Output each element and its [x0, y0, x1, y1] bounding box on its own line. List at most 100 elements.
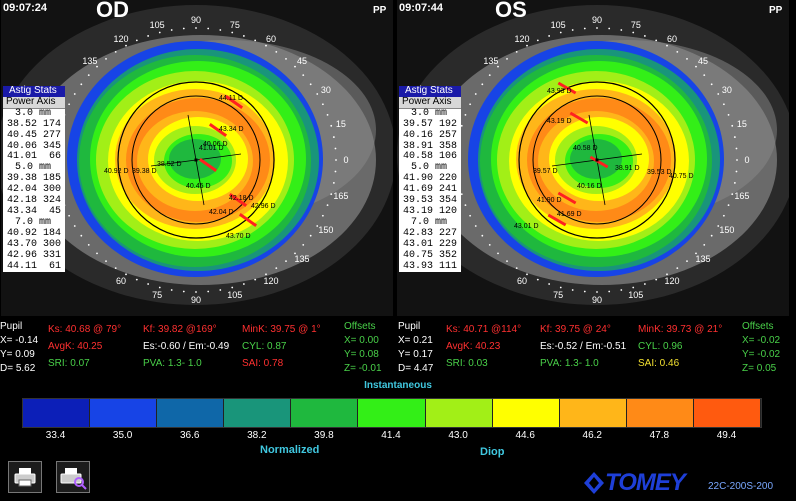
od-pupil-x: X= -0.14 — [0, 335, 39, 346]
os-avgk: AvgK: 40.23 — [446, 341, 501, 352]
scale-label: 47.8 — [649, 430, 670, 441]
astig-axis-mark — [547, 213, 567, 227]
scale-label: 36.6 — [179, 430, 200, 441]
scale-normalized: Normalized — [260, 444, 320, 456]
angle-label: 90 — [191, 295, 201, 305]
map-value-label: 40.45 D — [186, 183, 211, 190]
scale-label: 44.6 — [515, 430, 535, 441]
angle-label: 0 — [343, 155, 348, 165]
brand-name: TOMEY — [605, 469, 686, 496]
print-icon — [14, 468, 36, 487]
right-stats-zone-0: 3.0 mm — [410, 107, 447, 119]
os-sri: SRI: 0.03 — [446, 358, 488, 369]
os-panel: 90 105 120 135 75 60 45 30 15 0 165 150 135 120 105 90 7… — [397, 0, 789, 316]
scale-label: 46.2 — [582, 430, 602, 441]
left-stats-row: 41.01 66 — [6, 151, 61, 163]
right-stats-row: 38.91 358 — [402, 140, 457, 152]
left-stats-row: 40.45 277 — [6, 129, 61, 141]
astig-axis-mark — [569, 111, 589, 125]
os-eye-label: OS — [495, 0, 527, 22]
astig-axis-mark — [557, 191, 577, 205]
os-pupil-y: Y= 0.17 — [398, 349, 433, 360]
map-value-label: 38.52 D — [157, 161, 182, 168]
os-topography-map[interactable]: 9010512013575604530150165150135120105907… — [397, 0, 789, 316]
map-value-label: 40.75 D — [669, 173, 694, 180]
angle-label: 150 — [318, 225, 333, 235]
od-offset-z: Z= -0.01 — [344, 363, 382, 374]
od-offset-y: Y= 0.08 — [344, 349, 379, 360]
map-value-label: 44.11 D — [219, 95, 243, 102]
od-avgk: AvgK: 40.25 — [48, 341, 103, 352]
map-value-label: 43.93 D — [547, 88, 572, 95]
print-button[interactable] — [8, 461, 42, 493]
angle-label: 165 — [333, 191, 348, 201]
angle-label: 30 — [722, 85, 732, 95]
map-value-label: 39.38 D — [132, 168, 157, 175]
angle-label: 135 — [295, 254, 310, 264]
scale-swatch — [559, 399, 627, 427]
os-astig-stats-header: Astig Stats — [399, 85, 461, 97]
right-stats-row: 43.19 120 — [402, 205, 457, 217]
right-stats-row: 43.93 111 — [402, 260, 457, 272]
scale-swatch — [23, 399, 91, 427]
od-astig-stats-header: Astig Stats — [3, 85, 65, 97]
left-stats-row: 40.06 345 — [6, 140, 61, 152]
astig-axis-mark — [238, 213, 258, 227]
tomey-logo-icon — [584, 472, 604, 494]
od-pupil-y: Y= 0.09 — [0, 349, 35, 360]
angle-label: 120 — [113, 34, 128, 44]
left-stats-zone-0: 3.0 mm — [14, 107, 51, 119]
left-stats-row: 43.34 45 — [6, 205, 61, 217]
left-stats-row: 38.52 174 — [6, 118, 61, 130]
os-offset-x: X= -0.02 — [742, 335, 781, 346]
angle-label: 105 — [150, 20, 165, 30]
right-stats-row: 43.01 229 — [402, 238, 457, 250]
left-stats-row: 42.18 324 — [6, 195, 61, 207]
astig-axis-mark — [228, 193, 248, 207]
scale-swatch — [358, 399, 426, 427]
od-topography-map[interactable]: 9010512013575604530150165150135120105907… — [1, 0, 393, 316]
od-panel: 90 105 120 135 75 60 45 30 15 0 165 150 135 120 105 90 7… — [1, 0, 393, 316]
od-offset-x: X= 0.00 — [344, 335, 379, 346]
angle-label: 75 — [631, 20, 641, 30]
angle-label: 150 — [719, 225, 734, 235]
right-stats-row: 41.69 241 — [402, 184, 457, 196]
angle-label: 60 — [266, 34, 276, 44]
os-ks: Ks: 40.71 @114° — [446, 324, 522, 335]
od-pva: PVA: 1.3- 1.0 — [143, 358, 202, 369]
os-mink: MinK: 39.73 @ 21° — [638, 324, 723, 335]
angle-label: 30 — [321, 85, 331, 95]
os-pupil-title: Pupil — [398, 321, 421, 332]
scale-label: 49.4 — [716, 430, 737, 441]
left-stats-row: 43.70 300 — [6, 238, 61, 250]
od-ks: Ks: 40.68 @ 79° — [48, 324, 122, 335]
angle-label: 45 — [698, 56, 708, 66]
os-astig-stats: Astig Stats Power Axis 3.0 mm 39.57 192 40… — [399, 85, 461, 273]
scale-swatch — [693, 399, 762, 427]
map-value-label: 39.57 D — [533, 168, 558, 175]
map-value-label: 38.91 D — [615, 165, 640, 172]
angle-label: 60 — [667, 34, 677, 44]
model-number: 22C-200S-200 — [708, 481, 774, 492]
os-pupil-x: X= 0.21 — [398, 335, 433, 346]
od-pupil-d: D= 5.62 — [0, 363, 36, 374]
left-stats-row: 39.38 185 — [6, 173, 61, 185]
os-offset-z: Z= 0.05 — [742, 363, 777, 374]
scale-label: 39.8 — [314, 430, 334, 441]
angle-label: 75 — [230, 20, 240, 30]
map-value-label: 42.04 D — [209, 209, 234, 216]
astig-axis-mark — [208, 123, 228, 137]
scale-label: 38.2 — [247, 430, 267, 441]
scale-label: 33.4 — [45, 430, 66, 441]
map-value-label: 43.34 D — [219, 126, 244, 133]
right-stats-row: 41.90 220 — [402, 173, 457, 185]
print-preview-button[interactable] — [56, 461, 90, 493]
scale-title: Instantaneous — [364, 380, 432, 391]
od-sri: SRI: 0.07 — [48, 358, 90, 369]
color-scale-bar — [22, 398, 762, 428]
print-preview-icon — [60, 468, 87, 490]
angle-label: 90 — [592, 295, 602, 305]
right-stats-row: 39.53 354 — [402, 195, 457, 207]
os-pp: PP — [769, 5, 783, 16]
scale-swatch — [90, 399, 158, 427]
